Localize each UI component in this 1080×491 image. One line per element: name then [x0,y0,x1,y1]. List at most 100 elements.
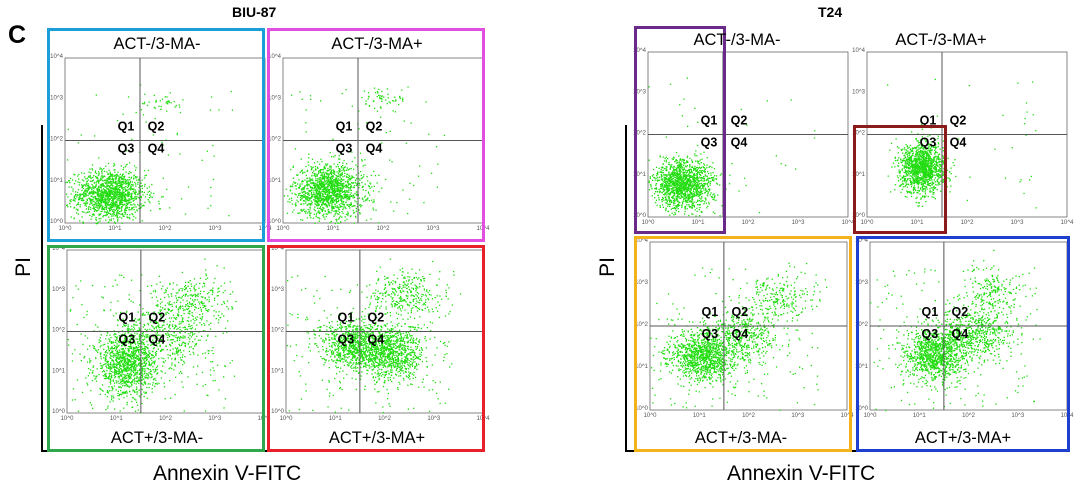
data-point [123,323,125,326]
data-point [101,367,103,370]
data-point [96,187,98,190]
data-point [101,183,104,185]
data-point [101,365,103,367]
data-point [108,182,110,184]
data-point [224,290,226,292]
data-point [395,99,397,101]
data-point [292,177,294,179]
data-point [114,368,116,371]
data-point [88,358,91,360]
data-point [136,341,139,343]
data-point [179,306,181,308]
data-point [121,175,123,177]
data-point [109,363,112,365]
data-point [99,337,101,339]
x-tick-label: 10^1 [327,226,340,232]
data-point [150,342,153,344]
data-point [129,340,132,342]
data-point [358,182,360,184]
data-point [133,178,135,180]
data-point [102,357,105,359]
data-point [146,329,148,332]
data-point [323,188,325,191]
data-point [309,199,311,201]
data-point [146,359,148,362]
data-point [319,193,322,195]
data-point [168,309,170,312]
data-point [90,192,92,194]
data-point [349,207,351,209]
data-point [128,173,130,175]
data-point [329,169,331,171]
data-point [106,396,108,398]
data-point [132,200,134,202]
data-point [233,375,236,377]
data-point [184,345,186,347]
data-point [73,183,76,185]
data-point [90,172,92,174]
data-point [111,350,113,352]
data-point [112,353,114,355]
data-point [347,212,349,215]
data-point [202,286,204,288]
data-point [329,191,331,193]
data-point [204,297,206,299]
data-point [330,195,332,198]
data-point [306,192,308,194]
data-point [128,334,131,337]
data-point [149,328,151,330]
data-point [130,368,132,370]
data-point [337,185,339,187]
data-point [347,169,350,171]
data-point [174,341,176,343]
data-point [317,170,320,172]
data-point [123,343,125,345]
data-point [295,182,297,184]
data-point [341,187,343,189]
data-point [368,200,370,202]
data-point [423,202,425,204]
data-point [191,331,193,334]
data-point [303,195,305,197]
data-point [215,318,217,320]
data-point [356,166,359,168]
data-point [194,345,196,347]
data-point [147,383,150,385]
data-point [358,110,360,112]
data-point [366,199,368,201]
data-point [319,180,321,182]
data-point [132,354,135,356]
data-point [123,320,126,322]
data-point [115,186,117,188]
data-point [338,195,340,197]
data-point [111,174,113,176]
data-point [303,203,305,205]
data-point [221,303,223,306]
data-point [133,341,136,344]
data-point [139,359,141,361]
data-point [329,172,331,175]
data-point [155,342,157,344]
data-point [182,308,184,310]
data-point [119,216,121,218]
data-point [100,194,102,196]
data-point [137,355,140,358]
data-point [136,330,138,332]
data-point [138,179,140,181]
data-point [120,393,122,395]
data-point [100,200,103,202]
data-point [96,194,99,197]
data-point [122,169,124,171]
data-point [101,185,103,187]
data-point [314,168,317,170]
data-point [119,204,121,206]
data-point [122,113,124,115]
data-point [348,174,350,176]
data-point [350,186,353,188]
data-point [328,197,330,200]
data-point [165,333,167,335]
data-point [71,186,73,188]
data-point [210,195,212,197]
data-point [391,161,393,163]
data-point [349,215,352,218]
